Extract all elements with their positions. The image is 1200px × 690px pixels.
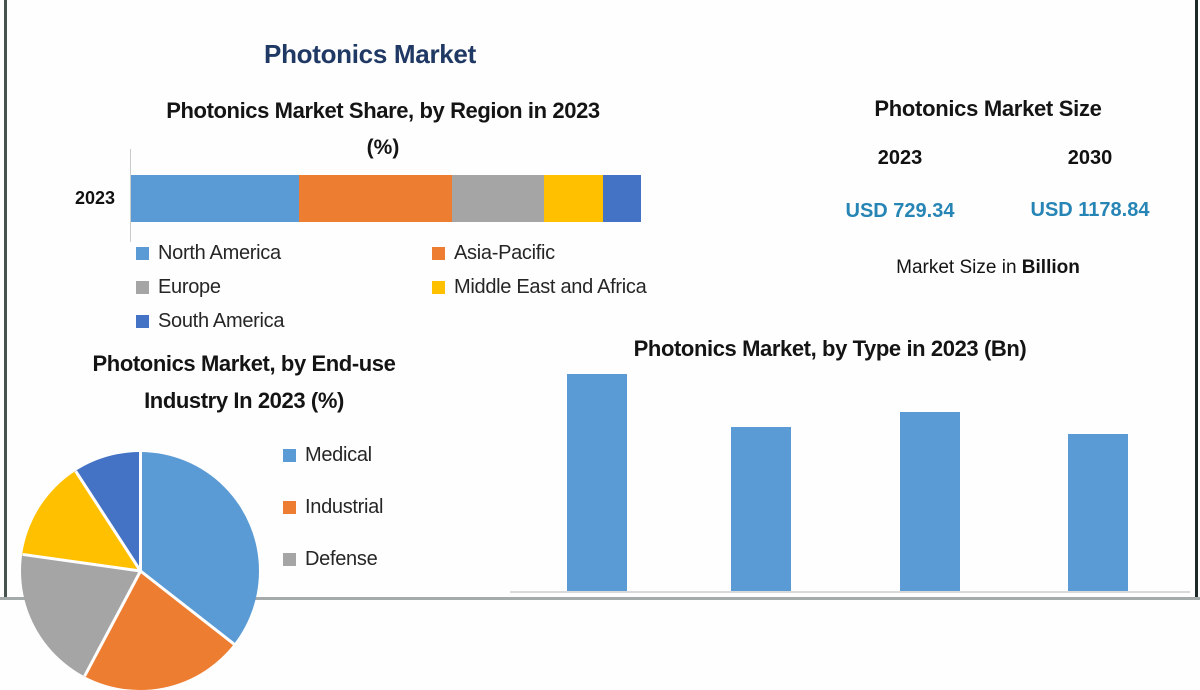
legend-swatch [136, 247, 149, 260]
market-size-title: Photonics Market Size [874, 96, 1102, 121]
region-legend: North America Asia-Pacific Europe Middle… [136, 241, 666, 334]
legend-item-asia-pacific: Asia-Pacific [432, 241, 666, 266]
legend-item-north-america: North America [136, 241, 432, 266]
legend-swatch [136, 315, 149, 328]
legend-label: South America [158, 310, 285, 332]
footnote-bold-text: Billion [1021, 257, 1080, 278]
market-size-value-2023: USD 729.34 [845, 200, 955, 222]
end-use-pie-chart [21, 452, 259, 690]
market-size-year-2030: 2030 [1067, 147, 1113, 169]
region-bar-segment [452, 175, 545, 222]
legend-swatch [283, 553, 296, 566]
legend-swatch [432, 247, 445, 260]
legend-item-middle-east-africa: Middle East and Africa [432, 275, 666, 300]
legend-label: Medical [305, 444, 372, 466]
page-title: Photonics Market [264, 39, 476, 69]
type-chart-bar [1068, 434, 1128, 591]
legend-swatch [432, 281, 445, 294]
legend-label: Asia-Pacific [454, 242, 555, 264]
bottom-border [0, 597, 1200, 600]
footnote-text: Market Size in [896, 257, 1022, 278]
legend-label: Middle East and Africa [454, 276, 647, 298]
pie-chart-title-line1: Photonics Market, by End-use [92, 351, 396, 376]
pie-slice-separator [138, 452, 142, 571]
region-stacked-bar [131, 175, 641, 222]
legend-item-defense: Defense [283, 547, 483, 572]
legend-swatch [136, 281, 149, 294]
pie-legend: Medical Industrial Defense [283, 443, 483, 599]
legend-item-europe: Europe [136, 275, 432, 300]
type-chart-title: Photonics Market, by Type in 2023 (Bn) [633, 336, 1027, 361]
right-border [1195, 0, 1198, 600]
region-bar-segment [544, 175, 603, 222]
type-chart-bar [731, 427, 791, 591]
region-chart-subtitle: (%) [366, 136, 400, 159]
type-chart-bar [567, 374, 627, 591]
market-size-footnote: Market Size in Billion [788, 257, 1188, 279]
region-bar-segment [602, 175, 641, 222]
region-chart-category-label: 2023 [74, 188, 115, 208]
legend-item-industrial: Industrial [283, 495, 483, 520]
legend-item-south-america: South America [136, 309, 432, 334]
legend-label: Europe [158, 276, 221, 298]
region-chart-axis-line [130, 149, 131, 242]
region-bar-segment [131, 175, 300, 222]
type-chart-bar [900, 412, 960, 591]
type-chart-plot [510, 370, 1190, 593]
legend-label: North America [158, 242, 281, 264]
legend-swatch [283, 501, 296, 514]
left-border [4, 0, 7, 600]
market-size-value-2030: USD 1178.84 [1030, 199, 1150, 221]
region-chart-title: Photonics Market Share, by Region in 202… [166, 98, 600, 123]
legend-item-medical: Medical [283, 443, 483, 468]
market-size-year-2023: 2023 [877, 147, 923, 169]
legend-swatch [283, 449, 296, 462]
pie-chart-title-line2: Industry In 2023 (%) [144, 388, 344, 413]
region-bar-segment [299, 175, 453, 222]
legend-label: Industrial [305, 496, 384, 518]
legend-label: Defense [305, 548, 378, 570]
